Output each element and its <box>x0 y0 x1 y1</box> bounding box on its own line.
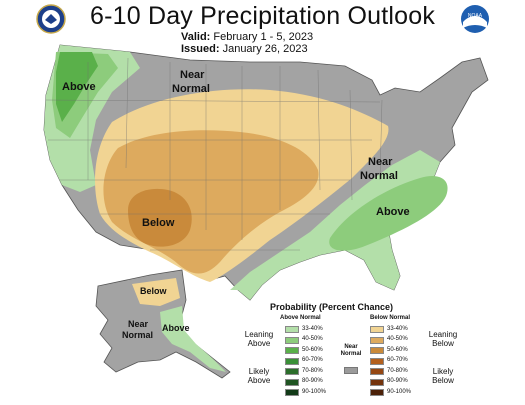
legend-title: Probability (Percent Chance) <box>270 302 394 312</box>
legend-near-normal-2: Normal <box>340 351 362 357</box>
seal-icon <box>36 4 66 34</box>
legend-below-range-label: 90-100% <box>387 388 412 395</box>
legend-leaning-below-2: Below <box>432 339 454 348</box>
legend-above-swatch <box>285 347 299 354</box>
legend-above-header: Above Normal <box>280 315 321 321</box>
noaa-logo-text: NOAA <box>468 13 483 19</box>
page-title: 6-10 Day Precipitation Outlook <box>89 2 436 30</box>
legend-near-normal: Near Normal <box>339 344 363 358</box>
label-near-north-1: Near <box>180 69 205 81</box>
legend-below-swatch <box>370 336 384 344</box>
legend-below-swatch <box>370 347 384 354</box>
legend-leaning-above-2: Above <box>247 339 271 348</box>
legend-below-swatch <box>370 357 384 365</box>
label-above-west: Above <box>62 81 96 93</box>
label-near-east-2: Normal <box>360 170 398 182</box>
legend-above-range-label: 40-50% <box>302 336 323 342</box>
legend-above-range-label: 90-100% <box>302 388 327 395</box>
noaa-logo-icon: NOAA <box>461 5 489 33</box>
legend-likely-above: Likely Above <box>242 367 276 385</box>
issued-value: January 26, 2023 <box>222 43 308 55</box>
valid-label: Valid: <box>181 31 211 43</box>
legend-below-header: Below Normal <box>370 315 411 321</box>
probability-legend: Probability (Percent Chance) Above Norma… <box>240 300 480 405</box>
valid-row: Valid: February 1 - 5, 2023 <box>181 31 313 43</box>
legend-above-range-label: 80-90% <box>302 378 323 384</box>
legend-above-range-label: 33-40% <box>302 325 323 332</box>
legend-above-swatch <box>285 368 299 375</box>
legend-above-range-label: 70-80% <box>302 367 323 374</box>
legend-above-range-label: 60-70% <box>302 357 323 363</box>
label-alaska-near-1: Near <box>128 319 149 329</box>
legend-below-range-label: 70-80% <box>387 367 408 374</box>
legend-above-swatch <box>285 326 299 333</box>
legend-below-swatch <box>370 326 384 333</box>
legend-below-swatch <box>370 389 384 396</box>
legend-likely-above-1: Likely <box>248 367 270 376</box>
label-alaska-near-2: Normal <box>122 330 153 340</box>
legend-leaning-below: Leaning Below <box>426 330 460 348</box>
legend-leaning-below-1: Leaning <box>428 330 458 339</box>
legend-likely-below-1: Likely <box>432 367 454 376</box>
legend-near-normal-swatch <box>344 367 358 374</box>
legend-below-range-label: 40-50% <box>387 336 408 342</box>
legend-above-swatch <box>285 357 299 365</box>
label-below-southwest: Below <box>142 217 175 229</box>
legend-likely-below: Likely Below <box>426 367 460 385</box>
legend-likely-above-2: Above <box>247 376 271 385</box>
above-region-northwest-core <box>56 52 98 122</box>
alaska-below-region <box>132 278 180 306</box>
legend-below-range-label: 80-90% <box>387 378 408 384</box>
label-near-east-1: Near <box>368 156 393 168</box>
label-near-north-2: Normal <box>172 83 210 95</box>
legend-above-swatch <box>285 378 299 386</box>
legend-below-range-label: 50-60% <box>387 346 408 353</box>
legend-leaning-above-1: Leaning <box>244 330 274 339</box>
legend-leaning-above: Leaning Above <box>242 330 276 348</box>
below-region-core <box>128 188 192 247</box>
label-alaska-above: Above <box>162 323 190 333</box>
valid-value: February 1 - 5, 2023 <box>213 31 314 43</box>
label-alaska-below: Below <box>140 286 168 296</box>
legend-likely-below-2: Below <box>432 376 454 385</box>
legend-below-swatch <box>370 368 384 375</box>
above-region-southeast <box>230 150 440 300</box>
issued-label: Issued: <box>181 43 220 55</box>
legend-below-swatch <box>370 378 384 386</box>
label-above-southeast: Above <box>376 206 410 218</box>
above-region-southeast-inner <box>329 176 448 251</box>
alaska-above-region <box>160 306 226 372</box>
legend-above-range-label: 50-60% <box>302 346 323 353</box>
issued-row: Issued: January 26, 2023 <box>181 43 308 55</box>
legend-above-swatch <box>285 336 299 344</box>
state-boundaries <box>45 57 383 251</box>
legend-below-range-label: 60-70% <box>387 357 408 363</box>
legend-below-range-label: 33-40% <box>387 325 408 332</box>
legend-above-swatch <box>285 389 299 396</box>
legend-near-normal-1: Near <box>344 344 358 350</box>
